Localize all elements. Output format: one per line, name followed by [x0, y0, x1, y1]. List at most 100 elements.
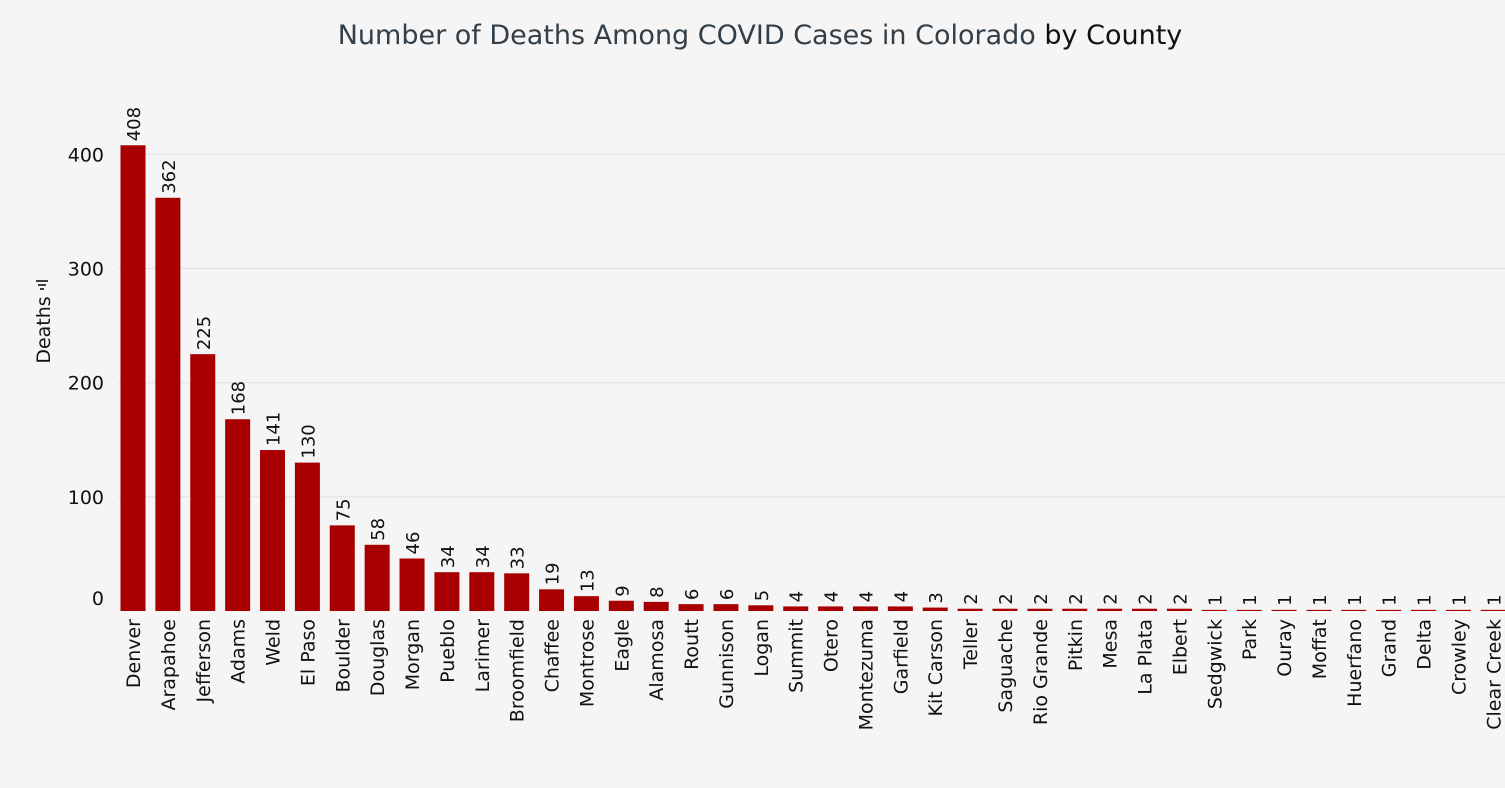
- category-label: Elbert: [1169, 619, 1191, 675]
- value-label: 8: [647, 586, 668, 597]
- value-label: 4: [891, 591, 912, 602]
- bar-boulder[interactable]: [329, 525, 355, 611]
- category-label: La Plata: [1135, 619, 1157, 695]
- category-label: Montrose: [576, 619, 598, 707]
- bar-pueblo[interactable]: [434, 572, 460, 611]
- category-label: Routt: [681, 619, 703, 670]
- bar-otero[interactable]: [818, 606, 844, 611]
- category-label: Ouray: [1274, 619, 1296, 677]
- bar-kit-carson[interactable]: [922, 607, 948, 611]
- bar-jefferson[interactable]: [190, 354, 216, 611]
- y-axis-ticks: 0 100 200 300 400: [68, 144, 104, 610]
- bar-moffat[interactable]: [1306, 609, 1332, 611]
- value-label: 19: [543, 562, 564, 585]
- bar-montrose[interactable]: [573, 596, 599, 611]
- chart-title-main: Number of Deaths Among COVID Cases in Co…: [337, 20, 1036, 51]
- chart-title-suffix: by County: [1044, 20, 1183, 51]
- value-label: 1: [1310, 594, 1331, 605]
- bar-montezuma[interactable]: [852, 606, 878, 611]
- category-label: Douglas: [367, 619, 389, 696]
- bar-eagle[interactable]: [608, 600, 634, 611]
- value-label: 1: [1240, 594, 1261, 605]
- bar-alamosa[interactable]: [643, 601, 669, 611]
- category-label: Logan: [751, 619, 773, 677]
- bar-teller[interactable]: [957, 608, 983, 611]
- bar-grand[interactable]: [1376, 609, 1402, 611]
- bar-chaffee[interactable]: [539, 589, 565, 611]
- value-label: 13: [577, 569, 598, 592]
- category-label: Delta: [1414, 619, 1436, 670]
- category-label: Moffat: [1309, 619, 1331, 679]
- bar-mesa[interactable]: [1097, 608, 1123, 611]
- value-label: 34: [438, 545, 459, 568]
- bar-arapahoe[interactable]: [155, 197, 181, 612]
- y-tick-label: 0: [92, 588, 104, 610]
- bar-weld[interactable]: [260, 450, 286, 611]
- bar-delta[interactable]: [1411, 609, 1437, 611]
- category-label: Teller: [960, 619, 982, 670]
- value-label: 5: [752, 590, 773, 601]
- value-label: 2: [1031, 593, 1052, 604]
- bar-clear-creek[interactable]: [1480, 609, 1505, 611]
- bar-larimer[interactable]: [469, 572, 495, 611]
- value-label: 6: [717, 589, 738, 600]
- value-label: 6: [682, 589, 703, 600]
- x-axis-categories: Denver Arapahoe Jefferson Adams Weld El Paso B…: [123, 619, 1505, 731]
- bar-summit[interactable]: [783, 606, 809, 611]
- bar-ouray[interactable]: [1271, 609, 1297, 611]
- bar-denver[interactable]: [120, 145, 146, 611]
- category-label: Garfield: [890, 619, 912, 694]
- filter-icon[interactable]: [36, 280, 48, 290]
- category-label: Crowley: [1448, 619, 1470, 695]
- category-label: Morgan: [402, 619, 424, 690]
- bar-broomfield[interactable]: [504, 573, 530, 611]
- bar-saguache[interactable]: [992, 608, 1018, 611]
- bar-garfield[interactable]: [887, 606, 913, 611]
- bar-elbert[interactable]: [1166, 608, 1192, 611]
- category-label: Boulder: [332, 619, 354, 693]
- value-label: 2: [961, 593, 982, 604]
- bar-pitkin[interactable]: [1062, 608, 1088, 611]
- category-label: El Paso: [297, 619, 319, 686]
- category-label: Eagle: [611, 619, 633, 672]
- bar-routt[interactable]: [678, 604, 704, 611]
- category-label: Broomfield: [507, 619, 529, 722]
- bar-douglas[interactable]: [364, 544, 390, 611]
- value-label: 1: [1205, 594, 1226, 605]
- value-label: 1: [1345, 594, 1366, 605]
- bar-crowley[interactable]: [1445, 609, 1471, 611]
- y-tick-label: 300: [68, 259, 104, 281]
- category-label: Grand: [1379, 619, 1401, 677]
- value-label: 2: [996, 593, 1017, 604]
- bar-sedgwick[interactable]: [1201, 609, 1227, 611]
- value-label: 2: [1066, 593, 1087, 604]
- bar-adams[interactable]: [225, 419, 251, 611]
- category-label: Summit: [786, 619, 808, 693]
- category-label: Saguache: [995, 619, 1017, 713]
- value-label: 2: [1101, 593, 1122, 604]
- value-label: 225: [194, 316, 215, 350]
- bar-la-plata[interactable]: [1132, 608, 1158, 611]
- category-label: Park: [1239, 619, 1261, 660]
- value-label: 46: [403, 532, 424, 555]
- bar-park[interactable]: [1236, 609, 1262, 611]
- value-label: 1: [1449, 594, 1470, 605]
- bar-el-paso[interactable]: [294, 462, 320, 611]
- bar-rio-grande[interactable]: [1027, 608, 1053, 611]
- category-label: Clear Creek: [1483, 619, 1505, 730]
- category-label: Rio Grande: [1030, 619, 1052, 725]
- value-label: 1: [1415, 594, 1436, 605]
- y-tick-label: 400: [68, 144, 104, 166]
- value-label: 4: [787, 591, 808, 602]
- value-label: 1: [1275, 594, 1296, 605]
- bar-gunnison[interactable]: [713, 604, 739, 611]
- bar-logan[interactable]: [748, 605, 774, 611]
- category-label: Sedgwick: [1204, 619, 1226, 709]
- bar-huerfano[interactable]: [1341, 609, 1367, 611]
- category-label: Mesa: [1100, 619, 1122, 669]
- category-label: Denver: [123, 619, 145, 688]
- bar-morgan[interactable]: [399, 558, 425, 611]
- category-label: Pitkin: [1065, 619, 1087, 671]
